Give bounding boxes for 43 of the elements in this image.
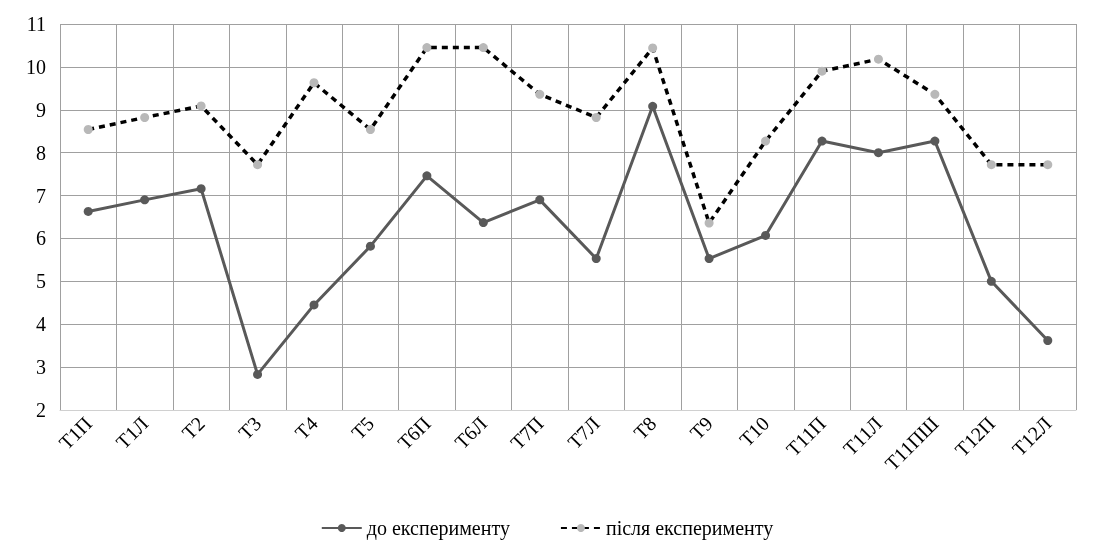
point xyxy=(873,148,883,158)
y-tick-label: 10 xyxy=(26,55,46,78)
point xyxy=(648,101,658,111)
y-tick-label: 3 xyxy=(36,356,46,379)
point xyxy=(591,254,601,264)
point xyxy=(140,195,150,205)
point xyxy=(253,369,263,379)
point xyxy=(309,300,319,310)
x-tick-label: Т8 xyxy=(629,412,661,444)
x-tick-label: Т1Л xyxy=(111,412,153,454)
point xyxy=(196,184,206,194)
point xyxy=(1043,336,1053,346)
point xyxy=(761,230,771,240)
point xyxy=(986,276,996,286)
legend-label: до експерименту xyxy=(366,517,510,540)
point xyxy=(930,136,940,146)
point xyxy=(422,171,432,181)
x-tick-label: Т7Л xyxy=(563,412,604,454)
y-tick-label: 5 xyxy=(36,270,46,293)
y-tick-label: 9 xyxy=(36,98,46,121)
y-tick-label: 8 xyxy=(36,141,46,164)
point xyxy=(704,254,714,264)
x-tick-label: Т4 xyxy=(290,412,322,444)
x-tick-label: Т1П xyxy=(54,412,96,454)
x-tick-label: Т2 xyxy=(177,412,209,444)
y-tick-label: 4 xyxy=(36,313,46,336)
y-tick-label: 6 xyxy=(36,227,46,250)
y-tick-label: 11 xyxy=(26,13,46,35)
point xyxy=(478,218,488,228)
point xyxy=(535,195,545,205)
point xyxy=(817,136,827,146)
x-tick-label: Т6П xyxy=(393,412,435,454)
x-tick-label: Т10 xyxy=(735,412,774,451)
x-tick-label: Т9 xyxy=(685,412,717,444)
y-tick-label: 7 xyxy=(36,184,46,207)
point xyxy=(365,241,375,251)
x-tick-label: Т3 xyxy=(234,412,266,444)
legend-label: після експерименту xyxy=(605,517,774,540)
x-tick-label: Т7П xyxy=(506,412,548,454)
x-tick-label: Т5 xyxy=(346,412,379,444)
x-tick-label: Т6Л xyxy=(450,412,492,454)
y-tick-label: 2 xyxy=(36,399,46,421)
point xyxy=(83,206,93,216)
